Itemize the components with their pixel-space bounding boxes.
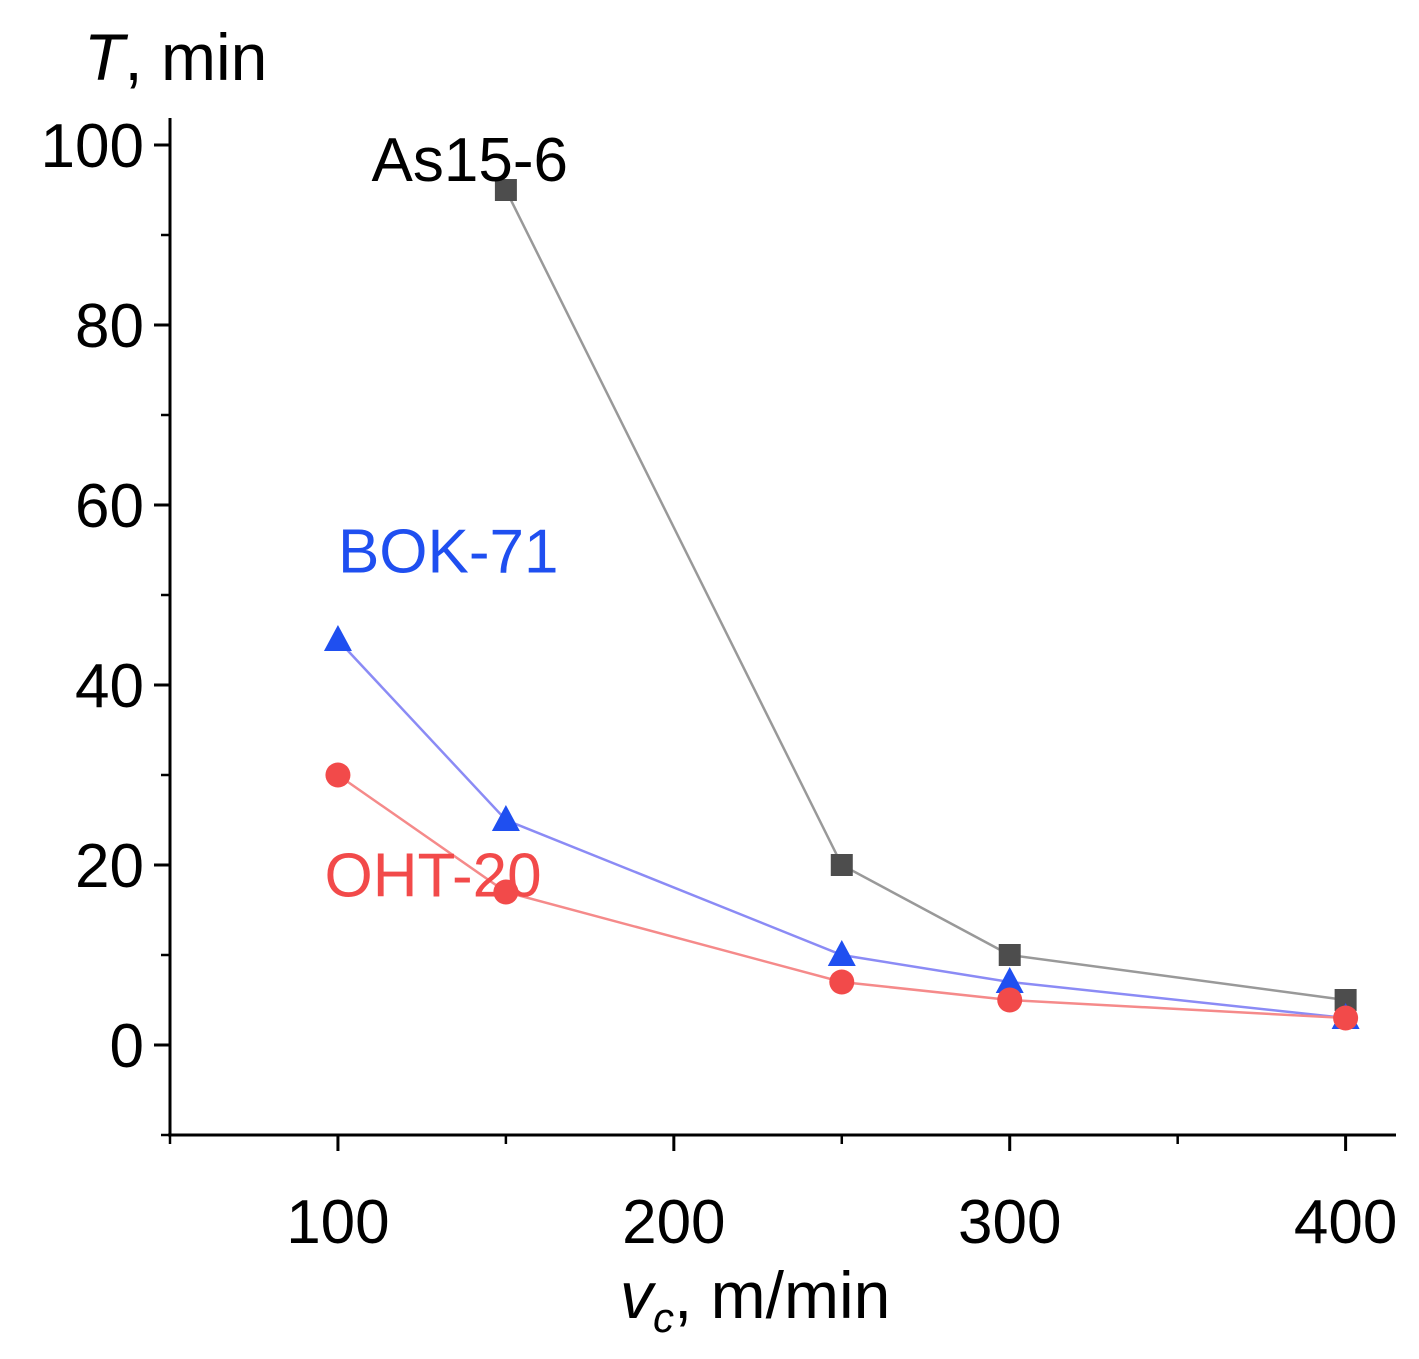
axes: [168, 118, 1396, 1137]
y-tick-label: 60: [75, 472, 144, 541]
data-point-square: [830, 854, 853, 876]
y-tick-label: 0: [110, 1012, 144, 1081]
series-label: BOK-71: [338, 518, 559, 587]
y-axis-title: T, min: [84, 20, 267, 94]
x-tick-label: 300: [958, 1188, 1061, 1257]
series-labels: As15-6 BOK-71 OHT-20: [325, 126, 568, 911]
series-label: OHT-20: [325, 842, 542, 911]
x-tick-label: 100: [286, 1188, 389, 1257]
data-point-triangle: [491, 805, 520, 831]
y-tick-label: 40: [75, 652, 144, 721]
x-tick-label: 200: [622, 1188, 725, 1257]
data-point-triangle: [323, 625, 352, 651]
data-point-circle: [997, 987, 1023, 1013]
data-point-circle: [829, 969, 855, 995]
series-markers: [323, 179, 1360, 1031]
data-point-circle: [493, 879, 519, 905]
data-point-square: [1334, 989, 1357, 1011]
data-point-square: [494, 179, 517, 201]
ticks: 0 20 40 60 80 100 100 200 300 400: [41, 112, 1398, 1257]
x-tick-label: 400: [1294, 1188, 1397, 1257]
series-line: [504, 189, 1346, 1002]
data-point-square: [998, 944, 1021, 966]
series-label: As15-6: [372, 126, 568, 195]
y-tick-label: 20: [75, 832, 144, 901]
y-tick-label: 100: [41, 112, 144, 181]
data-point-triangle: [995, 967, 1024, 993]
x-axis-title: vc, m/min: [620, 1258, 890, 1341]
data-point-triangle: [827, 940, 856, 966]
data-point-circle: [325, 762, 351, 788]
y-tick-label: 80: [75, 292, 144, 361]
data-point-circle: [1333, 1005, 1359, 1031]
